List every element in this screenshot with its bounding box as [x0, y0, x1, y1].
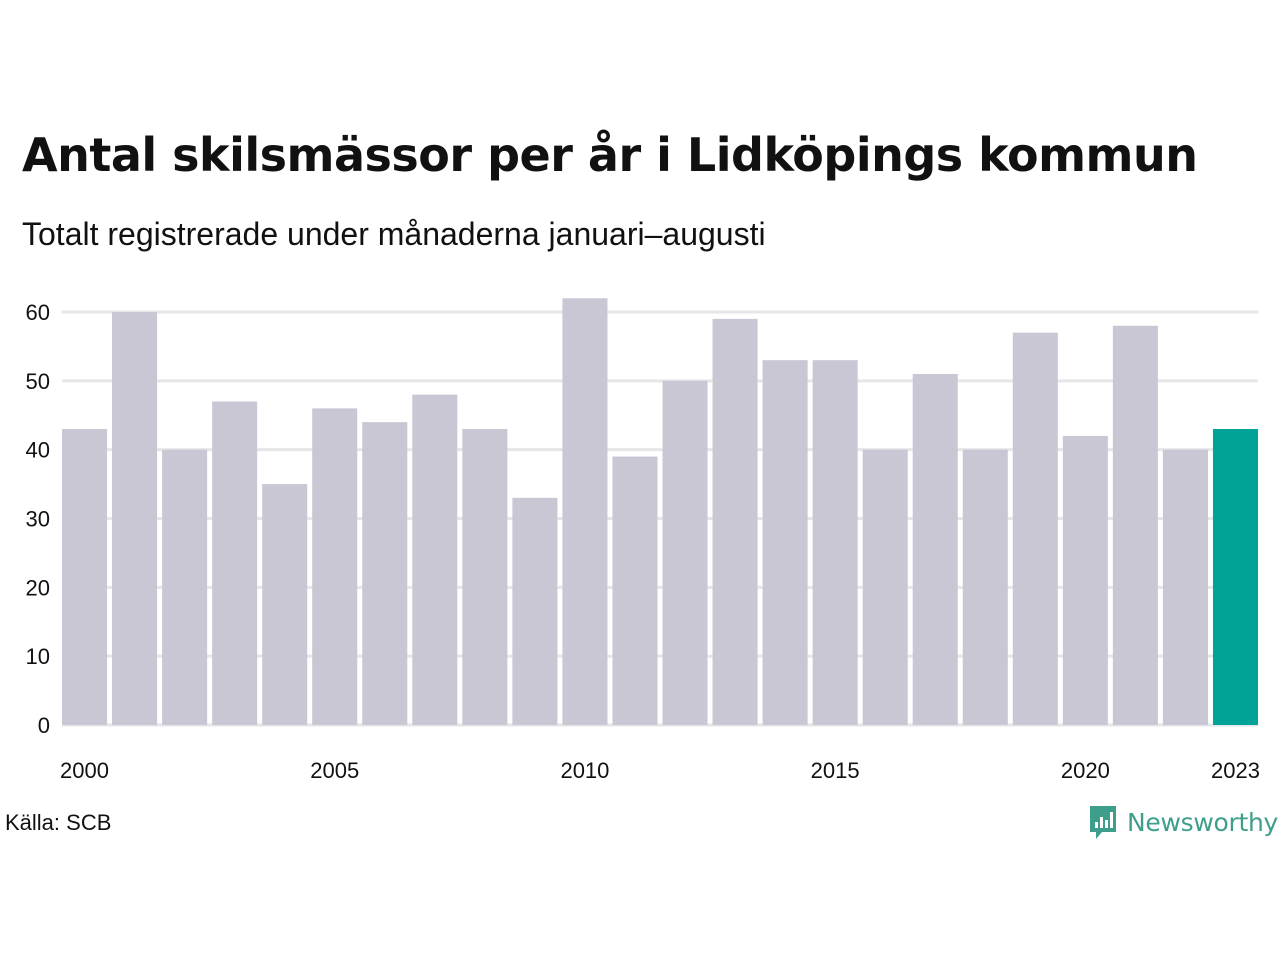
bar-2009 [512, 497, 558, 725]
y-tick-label: 10 [26, 644, 50, 669]
bar-2006 [362, 422, 408, 725]
bar-2010 [562, 298, 608, 725]
bar-2021 [1112, 325, 1158, 725]
bar-2022 [1162, 449, 1208, 725]
bar-2013 [712, 318, 758, 725]
y-tick-label: 20 [26, 575, 50, 600]
x-tick-label: 2005 [310, 758, 359, 783]
x-tick-label: 2015 [811, 758, 860, 783]
bar-2008 [462, 429, 508, 725]
x-tick-label: 2010 [560, 758, 609, 783]
bar-2018 [962, 449, 1008, 725]
source-note: Källa: SCB [5, 810, 112, 835]
y-tick-label: 50 [26, 369, 50, 394]
bar-2014 [762, 360, 808, 725]
bar-2002 [162, 449, 208, 725]
bar-2004 [262, 484, 308, 725]
brand-name: Newsworthy [1127, 807, 1279, 837]
bar-2019 [1012, 332, 1058, 725]
chart-subtitle: Totalt registrerade under månaderna janu… [22, 216, 766, 252]
bar-2020 [1062, 435, 1108, 725]
x-tick-label: 2020 [1061, 758, 1110, 783]
bar-2023 [1212, 429, 1258, 725]
newsworthy-logo-icon [1090, 806, 1116, 839]
x-tick-label: 2000 [60, 758, 109, 783]
y-tick-label: 60 [26, 300, 50, 325]
bar-2003 [212, 401, 258, 725]
bar-2012 [662, 380, 708, 725]
x-tick-label: 2023 [1211, 758, 1260, 783]
bar-2016 [862, 449, 908, 725]
y-tick-label: 30 [26, 507, 50, 532]
bar-2007 [412, 394, 458, 725]
bar-2011 [612, 456, 658, 725]
y-tick-label: 0 [38, 713, 50, 738]
y-tick-label: 40 [26, 438, 50, 463]
bar-2017 [912, 373, 958, 725]
bar-2001 [112, 312, 158, 725]
bar-2000 [62, 429, 108, 725]
bar-2015 [812, 360, 858, 725]
brand-logo: Newsworthy [1088, 804, 1278, 840]
chart-title: Antal skilsmässor per år i Lidköpings ko… [22, 128, 1198, 182]
bar-2005 [312, 408, 358, 725]
